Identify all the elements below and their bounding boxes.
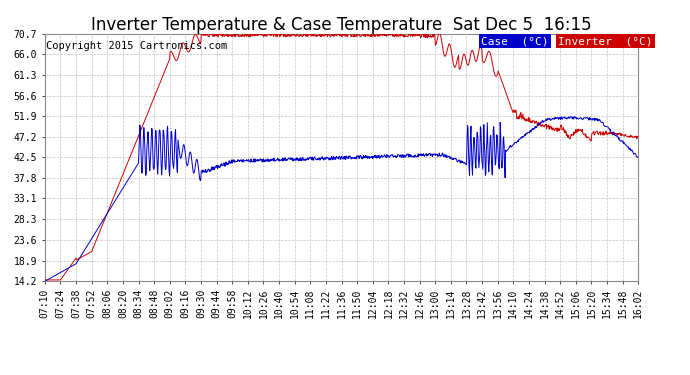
Title: Inverter Temperature & Case Temperature  Sat Dec 5  16:15: Inverter Temperature & Case Temperature …: [91, 16, 592, 34]
Text: Inverter  (°C): Inverter (°C): [558, 36, 653, 46]
Text: Copyright 2015 Cartronics.com: Copyright 2015 Cartronics.com: [46, 41, 227, 51]
Text: Case  (°C): Case (°C): [481, 36, 549, 46]
